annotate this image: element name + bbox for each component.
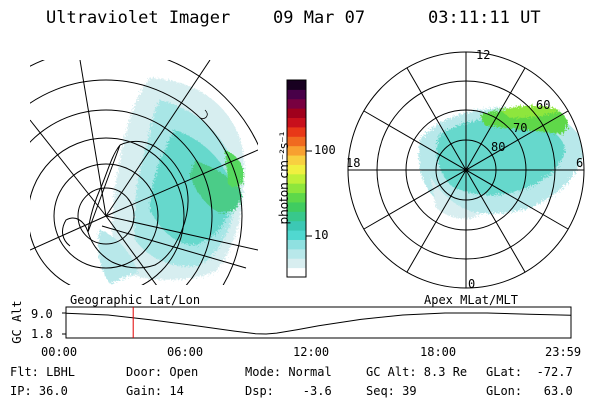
time-label: 03:11:11 UT [428, 8, 541, 28]
aurora-emission-left [98, 78, 245, 284]
track-line [101, 225, 247, 269]
altitude-ytick-9: 9.0 [31, 307, 53, 321]
status-dsp: Dsp: -3.6 [245, 384, 332, 398]
longitude-grid [30, 60, 258, 285]
mlat-label-80: 80 [491, 140, 506, 154]
altitude-ylabel: GC Alt [10, 300, 24, 344]
status-filter: Flt: LBHL [10, 365, 76, 379]
mlt-spokes [348, 52, 584, 288]
colorbar-swatch [287, 136, 306, 147]
instrument-title: Ultraviolet Imager [46, 8, 231, 28]
colorbar-swatch [287, 220, 306, 231]
colorbar-frame [286, 79, 307, 278]
colorbar-swatch [287, 248, 306, 259]
colorbar-swatch [287, 98, 306, 109]
colorbar-unit-label: photon cm⁻²s⁻¹ [277, 131, 291, 225]
coastline [62, 140, 189, 269]
colorbar-tick-10: 10 [314, 228, 329, 242]
mlt-label-12: 12 [476, 48, 491, 62]
colorbar-swatch [287, 80, 306, 90]
colorbar-swatch [287, 211, 306, 222]
colorbar-swatch [287, 192, 306, 203]
status-mode: Mode: Normal [245, 365, 332, 379]
colorbar-swatch [287, 108, 306, 119]
colorbar-swatch [287, 230, 306, 240]
colorbar-swatch [287, 239, 306, 250]
status-door: Door: Open [126, 365, 199, 379]
mlat-label-70: 70 [513, 121, 528, 135]
status-ip: IP: 36.0 [10, 384, 68, 398]
date-label: 09 Mar 07 [273, 8, 366, 28]
geographic-map-label: Geographic Lat/Lon [70, 293, 201, 307]
colorbar-swatch [287, 164, 306, 175]
colorbar-swatch [287, 145, 306, 156]
colorbar-swatch [287, 201, 306, 212]
polar-plot [347, 51, 585, 289]
mlt-label-0: 0 [468, 277, 476, 291]
colorbar-swatch [287, 267, 306, 278]
latitude-grid [30, 60, 258, 285]
colorbar-swatch [287, 126, 306, 137]
colorbar-swatch [287, 89, 306, 100]
xtick-1200: 12:00 [293, 345, 330, 359]
status-glon: GLon: 63.0 [486, 384, 573, 398]
colorbar-swatch [287, 258, 306, 269]
xtick-0000: 00:00 [41, 345, 78, 359]
altitude-plot-frame [65, 306, 572, 339]
xtick-0600: 06:00 [167, 345, 204, 359]
xtick-1800: 18:00 [420, 345, 457, 359]
status-gc-alt: GC Alt: 8.3 Re [366, 365, 468, 379]
colorbar [287, 80, 306, 278]
status-glat: GLat: -72.7 [486, 365, 573, 379]
altitude-ytick-1-8: 1.8 [31, 327, 53, 341]
colorbar-swatch [287, 155, 306, 165]
status-seq: Seq: 39 [366, 384, 417, 398]
mlt-label-6: 6 [576, 156, 584, 170]
xtick-2359: 23:59 [545, 345, 582, 359]
colorbar-swatch [287, 183, 306, 194]
aurora-emission-right [418, 105, 584, 219]
status-gain: Gain: 14 [126, 384, 184, 398]
geographic-map [30, 60, 258, 285]
apex-map-label: Apex MLat/MLT [424, 293, 518, 307]
mlat-label-60: 60 [536, 98, 551, 112]
colorbar-swatch [287, 173, 306, 184]
mlt-label-18: 18 [346, 156, 361, 170]
colorbar-swatch [287, 117, 306, 128]
colorbar-tick-100: 100 [314, 143, 336, 157]
altitude-curve [65, 312, 572, 335]
